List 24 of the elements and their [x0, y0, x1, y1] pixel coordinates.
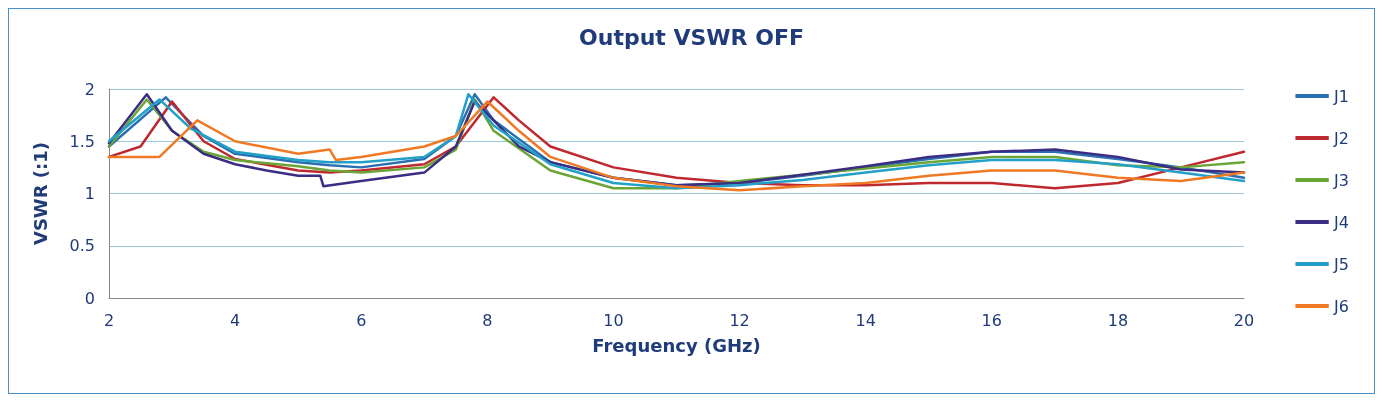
x-tick-label: 16 [981, 310, 1002, 330]
x-tick-label: 10 [603, 310, 624, 330]
x-tick-label: 12 [729, 310, 750, 330]
legend-label: J5 [1333, 254, 1350, 274]
legend-label: J4 [1333, 212, 1350, 232]
y-tick-label: 2 [84, 79, 95, 99]
y-tick-label: 1 [84, 184, 95, 203]
x-axis-title: Frequency (GHz) [592, 334, 761, 356]
y-tick-label: 0 [84, 288, 95, 308]
legend-label: J6 [1333, 296, 1350, 316]
x-tick-label: 8 [482, 310, 493, 330]
chart-title: Output VSWR OFF [579, 24, 804, 50]
x-tick-label: 4 [230, 310, 241, 330]
y-tick-label: 1.5 [69, 131, 95, 151]
x-tick-label: 14 [855, 310, 876, 330]
y-axis-title: VSWR (:1) [29, 141, 51, 246]
x-tick-label: 6 [356, 310, 367, 330]
x-tick-label: 2 [103, 310, 115, 330]
legend-label: J3 [1333, 170, 1350, 190]
x-tick-label: 18 [1107, 310, 1129, 330]
legend-label: J2 [1333, 128, 1350, 148]
legend-label: J1 [1333, 86, 1350, 106]
x-tick-label: 20 [1233, 310, 1255, 330]
y-tick-label: 0.5 [69, 236, 95, 256]
